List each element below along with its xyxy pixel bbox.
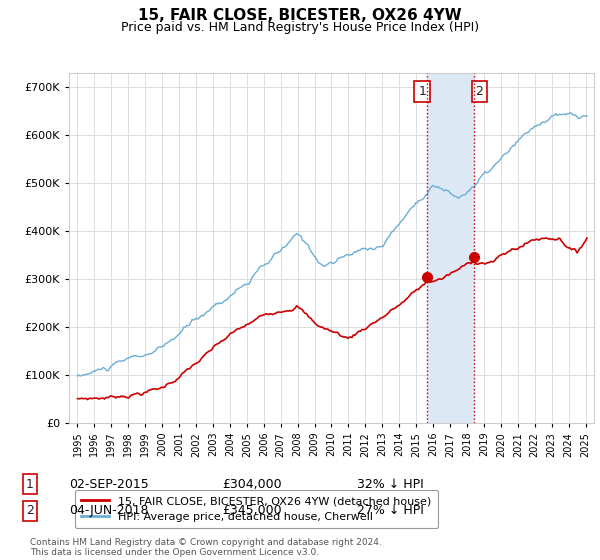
Bar bbox=[427, 73, 474, 423]
Legend: 15, FAIR CLOSE, BICESTER, OX26 4YW (detached house), HPI: Average price, detache: 15, FAIR CLOSE, BICESTER, OX26 4YW (deta… bbox=[74, 489, 438, 529]
Text: 04-JUN-2018: 04-JUN-2018 bbox=[69, 504, 149, 517]
Text: £345,000: £345,000 bbox=[222, 504, 281, 517]
Text: 2: 2 bbox=[26, 504, 34, 517]
Text: Price paid vs. HM Land Registry's House Price Index (HPI): Price paid vs. HM Land Registry's House … bbox=[121, 21, 479, 34]
Text: 27% ↓ HPI: 27% ↓ HPI bbox=[357, 504, 424, 517]
Text: £304,000: £304,000 bbox=[222, 478, 281, 491]
Text: 32% ↓ HPI: 32% ↓ HPI bbox=[357, 478, 424, 491]
Text: 1: 1 bbox=[26, 478, 34, 491]
Text: 1: 1 bbox=[418, 85, 426, 98]
Text: Contains HM Land Registry data © Crown copyright and database right 2024.
This d: Contains HM Land Registry data © Crown c… bbox=[30, 538, 382, 557]
Text: 2: 2 bbox=[475, 85, 483, 98]
Text: 02-SEP-2015: 02-SEP-2015 bbox=[69, 478, 149, 491]
Text: 15, FAIR CLOSE, BICESTER, OX26 4YW: 15, FAIR CLOSE, BICESTER, OX26 4YW bbox=[138, 8, 462, 24]
